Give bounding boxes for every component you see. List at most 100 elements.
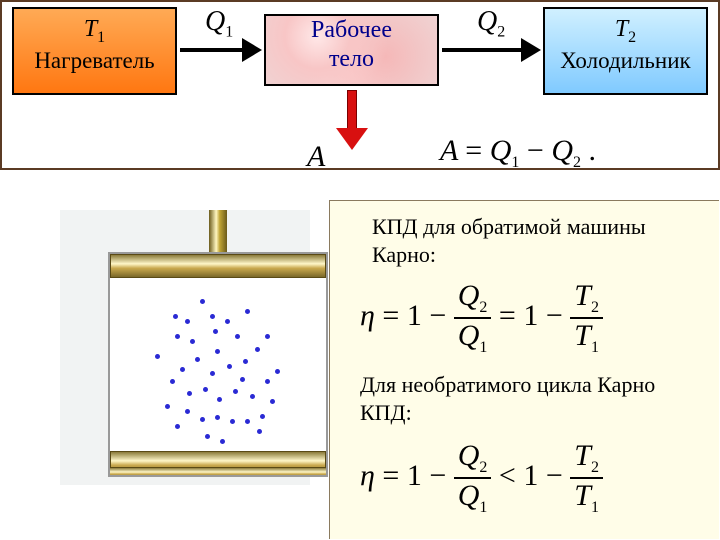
gas-particle bbox=[245, 419, 250, 424]
heater-sub: 1 bbox=[97, 29, 105, 46]
gas-particle bbox=[230, 419, 235, 424]
work-arrow bbox=[342, 90, 362, 150]
wf-s1: 1 bbox=[511, 154, 519, 171]
carnot-eq2: η = 1 − Q2 Q1 < 1 − T2 T1 bbox=[360, 439, 603, 517]
wf-dot: . bbox=[588, 134, 596, 167]
eq2-s1: 1 bbox=[479, 499, 487, 516]
gas-particle bbox=[250, 394, 255, 399]
q1-arrow-line bbox=[180, 48, 243, 52]
heater-symbol: T1 bbox=[14, 15, 175, 47]
cooler-label: Холодильник bbox=[545, 47, 706, 75]
eq2-Q1: Q bbox=[458, 479, 480, 512]
q2-letter: Q bbox=[477, 6, 497, 37]
piston-rod bbox=[209, 210, 227, 255]
gas-particle bbox=[203, 387, 208, 392]
work-A-label: A bbox=[307, 140, 325, 174]
gas-particle bbox=[213, 329, 218, 334]
gas-particle bbox=[243, 359, 248, 364]
gas-particle bbox=[233, 389, 238, 394]
heater-T: T bbox=[84, 16, 97, 42]
body-line2: тело bbox=[266, 45, 437, 74]
q1-label: Q1 bbox=[205, 6, 233, 42]
eq2-t2: 2 bbox=[591, 459, 599, 476]
cooler-T: T bbox=[615, 16, 628, 42]
eq1-T2: T bbox=[574, 279, 591, 312]
eq2-eta: η bbox=[360, 459, 375, 492]
gas-particle bbox=[173, 314, 178, 319]
cooler-box: T2 Холодильник bbox=[543, 7, 708, 95]
wf-A: A bbox=[440, 134, 458, 167]
eq1-s1: 1 bbox=[479, 339, 487, 356]
gas-particle bbox=[265, 334, 270, 339]
q2-label: Q2 bbox=[477, 6, 505, 42]
q2-sub: 2 bbox=[497, 24, 505, 41]
working-body-box: Рабочее тело bbox=[264, 14, 439, 86]
gas-particle bbox=[255, 347, 260, 352]
eq2-T2: T bbox=[574, 439, 591, 472]
q1-letter: Q bbox=[205, 6, 225, 37]
eq1-t1: 1 bbox=[591, 339, 599, 356]
gas-particle bbox=[210, 371, 215, 376]
gas-particle bbox=[200, 417, 205, 422]
gas-particle bbox=[270, 399, 275, 404]
carnot-panel: КПД для обратимой машины Карно: η = 1 − … bbox=[329, 200, 719, 539]
carnot-text-irreversible: Для необратимого цикла Карно КПД: bbox=[360, 371, 690, 426]
gas-particle bbox=[225, 319, 230, 324]
body-line1: Рабочее bbox=[266, 16, 437, 45]
gas-particle bbox=[187, 391, 192, 396]
top-cap bbox=[110, 254, 326, 278]
wf-Q1: Q bbox=[490, 134, 512, 167]
wf-Q2: Q bbox=[551, 134, 573, 167]
slide-root: T1 Нагреватель Рабочее тело T2 Холодильн… bbox=[0, 0, 720, 540]
work-arrow-head bbox=[336, 128, 368, 150]
gas-particle bbox=[185, 409, 190, 414]
eq1-T1: T bbox=[574, 319, 591, 352]
cylinder-barrel bbox=[108, 252, 328, 477]
heater-label: Нагреватель bbox=[14, 47, 175, 75]
eq1-Q1: Q bbox=[458, 319, 480, 352]
gas-particle bbox=[275, 369, 280, 374]
eq1-frac-T: T2 T1 bbox=[570, 279, 603, 357]
eq1-Q2: Q bbox=[458, 279, 480, 312]
eq1-frac-Q: Q2 Q1 bbox=[454, 279, 492, 357]
gas-particle bbox=[260, 414, 265, 419]
eq2-one-b: 1 bbox=[523, 459, 538, 492]
eq1-eta: η bbox=[360, 299, 375, 332]
eq2-T1: T bbox=[574, 479, 591, 512]
eq1-s2: 2 bbox=[479, 299, 487, 316]
gas-particle bbox=[215, 415, 220, 420]
eq2-frac-T: T2 T1 bbox=[570, 439, 603, 517]
gas-particle bbox=[155, 354, 160, 359]
gas-particle bbox=[227, 364, 232, 369]
wf-s2: 2 bbox=[573, 154, 581, 171]
gas-particle bbox=[200, 299, 205, 304]
heat-engine-diagram: T1 Нагреватель Рабочее тело T2 Холодильн… bbox=[0, 0, 720, 170]
white-strip bbox=[0, 172, 720, 202]
eq1-t2: 2 bbox=[591, 299, 599, 316]
gas-particle bbox=[240, 377, 245, 382]
gas-particle bbox=[190, 339, 195, 344]
work-formula: A = Q1 − Q2 . bbox=[440, 134, 596, 172]
gas-particle bbox=[235, 334, 240, 339]
gas-particle bbox=[180, 367, 185, 372]
gas-particle bbox=[215, 349, 220, 354]
q1-sub: 1 bbox=[225, 24, 233, 41]
gas-particle bbox=[265, 379, 270, 384]
gas-particle bbox=[170, 379, 175, 384]
gas-particle bbox=[165, 404, 170, 409]
work-arrow-stem bbox=[347, 90, 357, 130]
gas-particle bbox=[245, 309, 250, 314]
gas-particle bbox=[220, 439, 225, 444]
gas-particle bbox=[217, 397, 222, 402]
eq2-frac-Q: Q2 Q1 bbox=[454, 439, 492, 517]
q1-arrow-head bbox=[242, 38, 262, 62]
cooler-symbol: T2 bbox=[545, 15, 706, 47]
gas-particle bbox=[195, 357, 200, 362]
bottom-lip bbox=[108, 467, 328, 477]
carnot-eq1: η = 1 − Q2 Q1 = 1 − T2 T1 bbox=[360, 279, 603, 357]
eq2-s2: 2 bbox=[479, 459, 487, 476]
piston-illustration bbox=[60, 210, 310, 485]
gas-particle bbox=[257, 429, 262, 434]
gas-region bbox=[115, 279, 321, 450]
eq2-t1: 1 bbox=[591, 499, 599, 516]
